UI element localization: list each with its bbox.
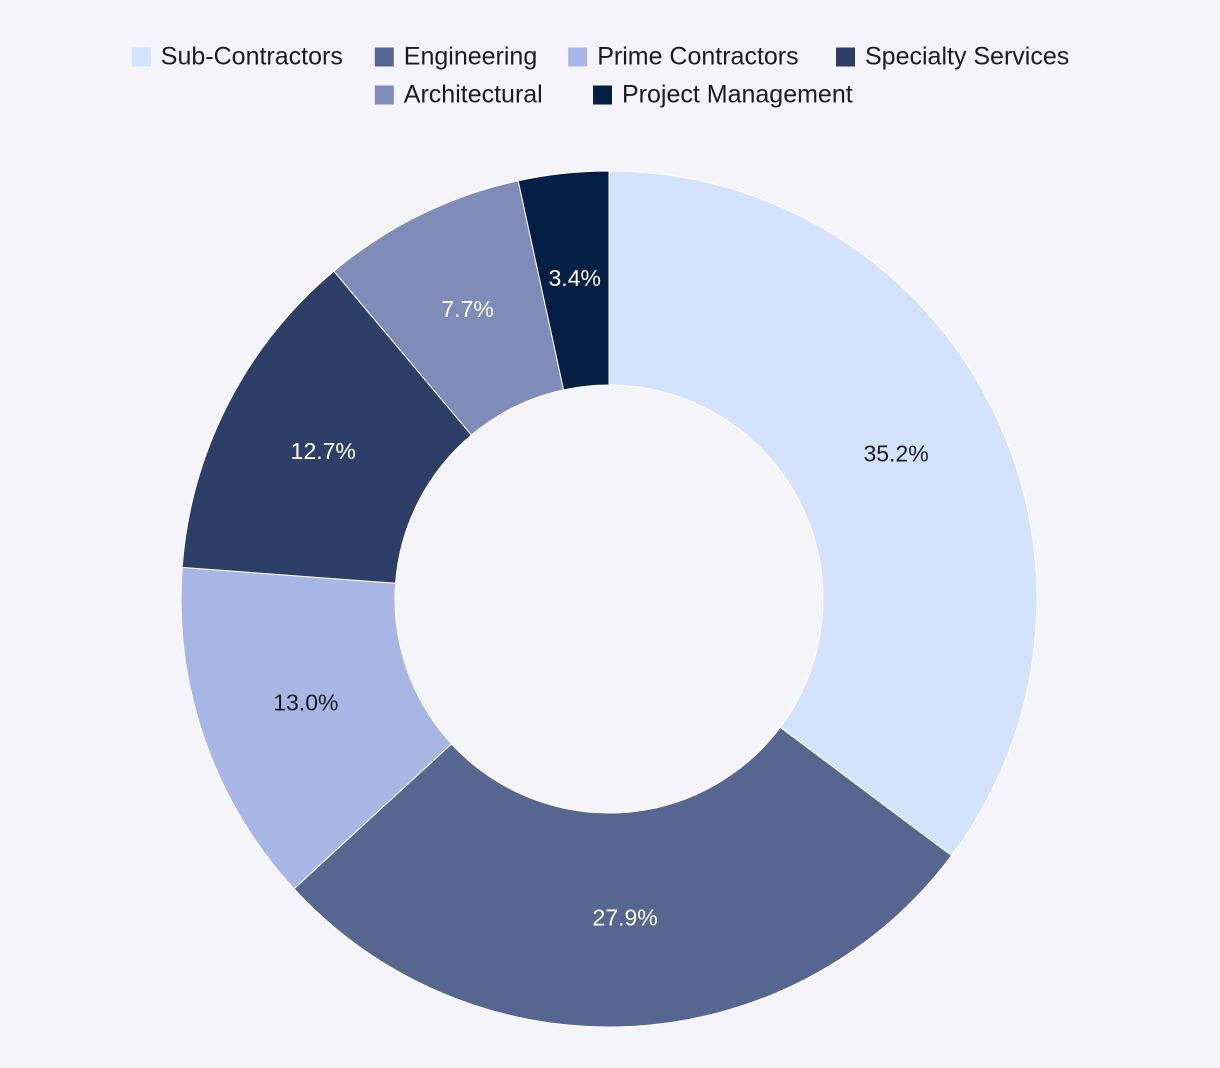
legend-label-sub-contractors: Sub-Contractors <box>161 43 343 71</box>
legend-item-engineering: Engineering <box>374 43 537 71</box>
legend-label-project-management: Project Management <box>622 81 853 109</box>
legend-swatch-prime-contractors <box>568 47 588 67</box>
legend-item-project-management: Project Management <box>593 81 853 109</box>
legend-item-prime-contractors: Prime Contractors <box>568 43 799 71</box>
slice-label-project-management: 3.4% <box>549 265 601 291</box>
legend-swatch-architectural <box>374 85 394 105</box>
slice-label-sub-contractors: 35.2% <box>863 440 928 466</box>
chart-legend: Sub-Contractors Engineering Prime Contract… <box>131 43 1069 109</box>
slice-label-specialty-services: 12.7% <box>291 438 356 464</box>
chart-slices <box>180 170 1038 1028</box>
legend-label-architectural: Architectural <box>404 81 543 109</box>
legend-label-engineering: Engineering <box>404 43 537 71</box>
slice-project-management <box>517 170 610 391</box>
legend-label-prime-contractors: Prime Contractors <box>597 43 798 71</box>
slice-prime-contractors <box>180 566 453 890</box>
legend-label-specialty-services: Specialty Services <box>865 43 1069 71</box>
chart-slice-labels: 35.2% 27.9% 13.0% 12.7% 7.7% 3.4% <box>273 265 928 931</box>
legend-item-sub-contractors: Sub-Contractors <box>131 43 343 71</box>
legend-swatch-engineering <box>374 47 394 67</box>
legend-swatch-sub-contractors <box>131 47 151 67</box>
slice-sub-contractors <box>608 170 1038 857</box>
legend-swatch-project-management <box>593 85 612 105</box>
legend-swatch-specialty-services <box>836 47 855 67</box>
slice-label-engineering: 27.9% <box>593 905 658 931</box>
slice-engineering <box>293 726 953 1028</box>
legend-item-specialty-services: Specialty Services <box>836 43 1069 71</box>
legend-item-architectural: Architectural <box>374 81 543 109</box>
slice-label-architectural: 7.7% <box>441 296 493 322</box>
slice-label-prime-contractors: 13.0% <box>273 690 338 716</box>
